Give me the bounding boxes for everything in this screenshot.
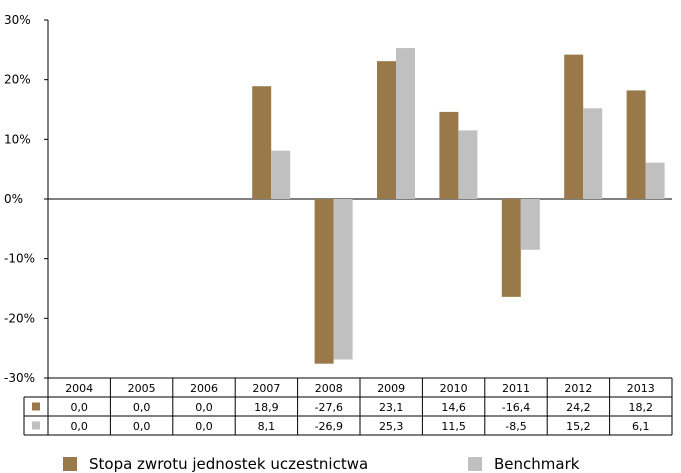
- legend: Stopa zwrotu jednostek uczestnictwa Benc…: [0, 455, 681, 473]
- category-label: 2012: [564, 382, 592, 395]
- table-key-swatch: [32, 402, 40, 411]
- bar-benchmark: [396, 48, 415, 199]
- legend-label-fund: Stopa zwrotu jednostek uczestnictwa: [89, 455, 369, 473]
- bar-benchmark: [333, 199, 353, 360]
- y-tick-label: 20%: [4, 73, 31, 87]
- data-label: 14,6: [441, 401, 466, 414]
- bar-benchmark: [271, 150, 291, 199]
- bar-fund: [314, 199, 334, 364]
- data-table: 2004 2005 2006 2007 2008 2009 2010 2011 2012 2013…: [23, 377, 673, 436]
- data-label: -27,6: [315, 401, 343, 414]
- bar-fund: [501, 199, 521, 297]
- table-key-swatch: [32, 421, 40, 430]
- bar-fund: [377, 61, 396, 199]
- data-label: -8,5: [505, 420, 526, 433]
- y-tick-label: -30%: [4, 371, 35, 385]
- legend-item-benchmark: Benchmark: [468, 455, 579, 473]
- bar-benchmark: [645, 162, 665, 199]
- bars: [252, 48, 665, 364]
- data-label: 25,3: [379, 420, 404, 433]
- legend-swatch-fund: [63, 457, 77, 471]
- category-label: 2009: [377, 382, 405, 395]
- data-label: 18,9: [254, 401, 279, 414]
- category-label: 2005: [128, 382, 156, 395]
- category-label: 2004: [65, 382, 93, 395]
- data-label: 0,0: [70, 420, 88, 433]
- data-label: 0,0: [70, 401, 88, 414]
- legend-label-benchmark: Benchmark: [494, 455, 580, 473]
- data-label: 15,2: [566, 420, 591, 433]
- data-label: 23,1: [379, 401, 404, 414]
- data-label: 8,1: [258, 420, 276, 433]
- legend-swatch-benchmark: [468, 457, 482, 471]
- data-label: -16,4: [502, 401, 530, 414]
- data-label: 18,2: [629, 401, 654, 414]
- bar-fund: [252, 86, 272, 199]
- bar-fund: [439, 111, 459, 199]
- bar-fund: [626, 90, 646, 199]
- data-label: 11,5: [441, 420, 466, 433]
- category-label: 2007: [252, 382, 280, 395]
- y-axis: -30% -20% -10% 0% 10% 20% 30%: [4, 13, 672, 385]
- data-label: 6,1: [632, 420, 650, 433]
- data-label: 0,0: [195, 401, 213, 414]
- data-label: -26,9: [315, 420, 343, 433]
- bar-fund: [564, 54, 584, 200]
- y-tick-label: 0%: [4, 192, 23, 206]
- data-label: 0,0: [133, 420, 151, 433]
- y-tick-label: 30%: [4, 13, 31, 27]
- category-label: 2013: [627, 382, 655, 395]
- data-label: 0,0: [195, 420, 213, 433]
- y-tick-label: 10%: [4, 132, 31, 146]
- category-label: 2010: [440, 382, 468, 395]
- category-label: 2011: [502, 382, 530, 395]
- category-label: 2008: [315, 382, 343, 395]
- y-tick-label: -10%: [4, 252, 35, 266]
- bar-benchmark: [583, 108, 603, 199]
- legend-item-fund: Stopa zwrotu jednostek uczestnictwa: [63, 455, 368, 473]
- category-label: 2006: [190, 382, 218, 395]
- data-label: 24,2: [566, 401, 591, 414]
- bar-benchmark: [458, 130, 478, 199]
- bar-chart: -30% -20% -10% 0% 10% 20% 30% 2004 2005 2006 2007…: [4, 13, 673, 436]
- data-label: 0,0: [133, 401, 151, 414]
- bar-benchmark: [520, 199, 540, 250]
- y-tick-label: -20%: [4, 311, 35, 325]
